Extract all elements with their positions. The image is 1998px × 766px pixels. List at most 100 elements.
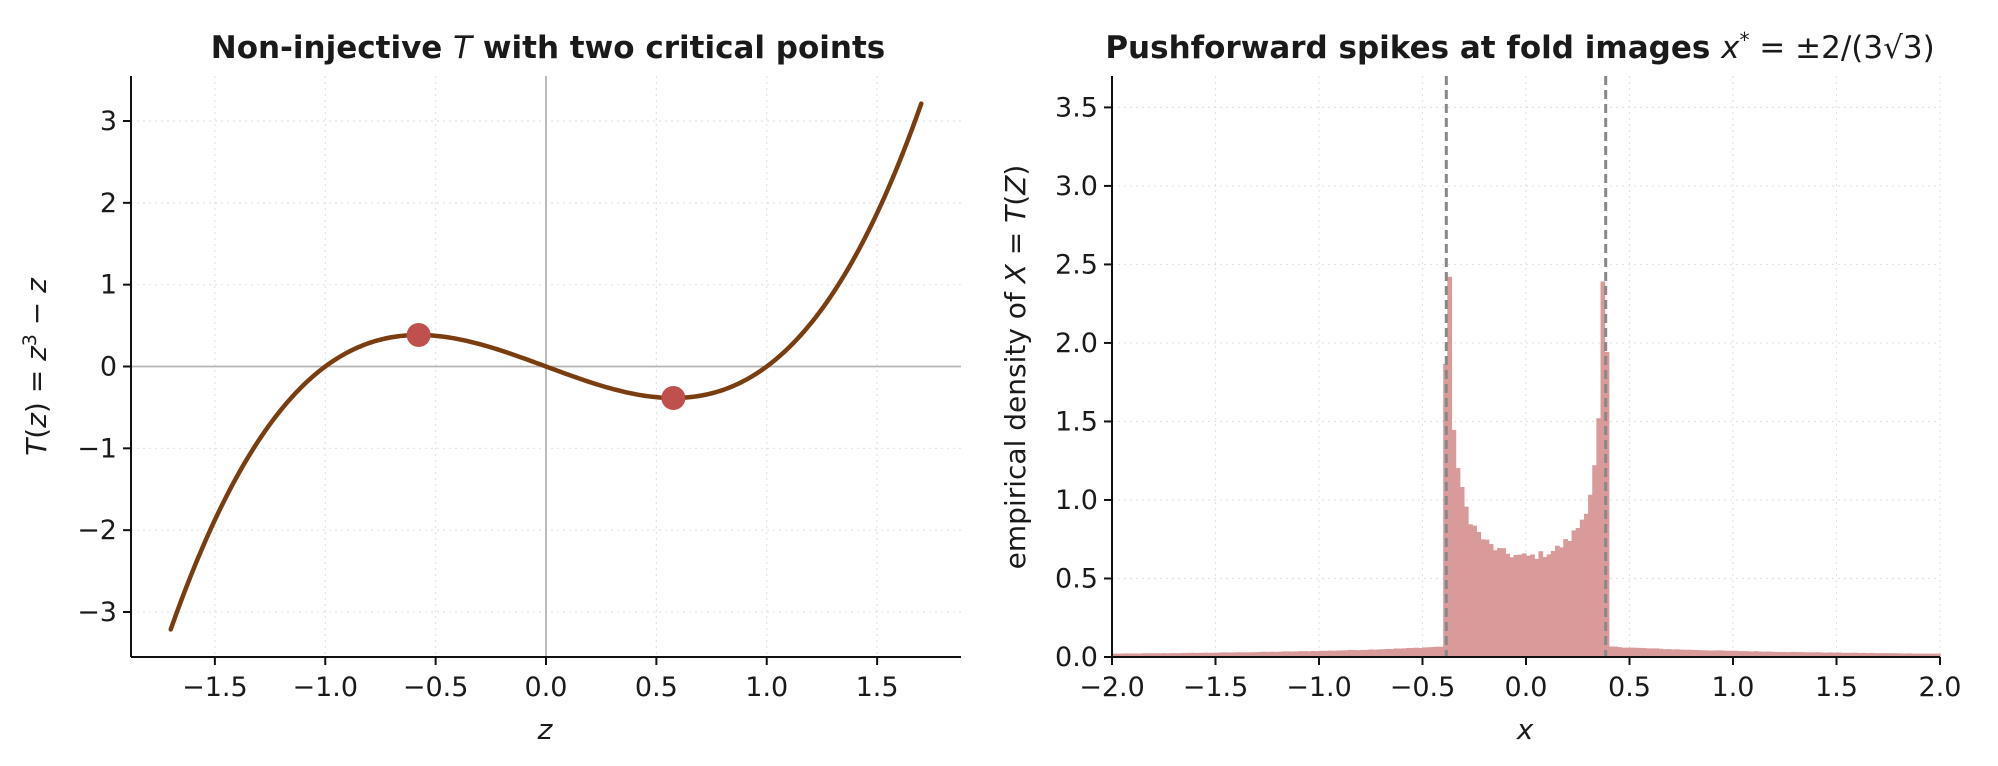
histogram-bar <box>1824 652 1829 657</box>
histogram-bar <box>1401 648 1407 657</box>
histogram-bar <box>1360 649 1366 657</box>
histogram-bar <box>1803 652 1809 657</box>
left-x-tick-label: 1.0 <box>745 672 788 703</box>
left-x-tick-label: 0.5 <box>635 672 678 703</box>
histogram-bar <box>1203 652 1208 657</box>
histogram-bar <box>1646 648 1651 657</box>
right-chart-title: Pushforward spikes at fold images x* = ±… <box>1105 28 1934 66</box>
histogram-bar <box>1356 650 1361 657</box>
histogram-bar <box>1128 653 1134 657</box>
histogram-bar <box>1857 652 1862 657</box>
histogram-bar <box>1658 648 1664 657</box>
left-x-tick-label: 0.0 <box>525 672 568 703</box>
histogram-bar <box>1915 653 1920 657</box>
histogram-bar <box>1157 653 1163 657</box>
histogram-bar <box>1178 653 1183 657</box>
histogram-bar <box>1468 524 1473 657</box>
histogram-bar <box>1501 548 1506 657</box>
histogram-bar <box>1418 648 1424 657</box>
histogram-bar <box>1190 652 1196 657</box>
histogram-bar <box>1923 653 1929 657</box>
histogram-bar <box>1571 530 1577 657</box>
left-chart-panel: −1.5 −1.0 −0.5 0.0 0.5 1.0 1.5 −3 −2 −1 0 1 2 3 Non-… <box>19 30 961 746</box>
histogram-bar <box>1298 651 1304 657</box>
left-y-tick-label: −2 <box>77 515 117 546</box>
histogram-bar <box>1770 651 1775 657</box>
histogram-bar <box>1364 649 1370 657</box>
right-y-tick-label: 1.0 <box>1055 485 1098 516</box>
histogram-bar <box>1492 550 1498 657</box>
histogram-bar <box>1799 652 1804 657</box>
histogram-bar <box>1650 648 1655 657</box>
left-y-axis-label: T(z) = z3 − z <box>19 277 53 456</box>
histogram-bar <box>1786 652 1792 657</box>
histogram-bar <box>1741 651 1747 657</box>
left-chart-title: Non-injective T with two critical points <box>211 30 886 66</box>
left-x-tick-label: −0.5 <box>403 672 469 703</box>
histogram-bar <box>1517 554 1523 657</box>
right-y-tick-label: 1.5 <box>1055 406 1098 437</box>
histogram-bar <box>1927 653 1933 657</box>
right-y-ticks: 0.0 0.5 1.0 1.5 2.0 2.5 3.0 3.5 <box>1055 92 1112 673</box>
histogram-bar <box>1906 653 1912 657</box>
histogram-bar <box>1832 652 1838 657</box>
histogram-bar <box>1724 650 1730 657</box>
histogram-bar <box>1169 653 1175 657</box>
histogram-bar <box>1675 649 1680 657</box>
right-y-tick-label: 2.5 <box>1055 249 1098 280</box>
histogram-bar <box>1662 649 1668 657</box>
left-x-tick-label: −1.5 <box>182 672 248 703</box>
histogram-bar <box>1629 647 1635 657</box>
histogram-bar <box>1836 652 1842 657</box>
histogram-bar <box>1447 276 1453 657</box>
histogram-bar <box>1679 649 1684 657</box>
histogram-bar <box>1790 651 1796 657</box>
histogram-bar <box>1182 652 1188 657</box>
histogram-bar <box>1314 651 1320 657</box>
histogram-bar <box>1248 652 1254 657</box>
histogram-bar <box>1567 540 1573 657</box>
histogram-bar <box>1894 653 1900 657</box>
right-x-tick-label: 0.5 <box>1608 672 1651 703</box>
histogram-bar <box>1530 554 1535 657</box>
histogram-bar <box>1393 648 1399 657</box>
fold-image-lines <box>1444 76 1608 657</box>
histogram-bar <box>1608 646 1614 657</box>
histogram-bar <box>1617 647 1622 657</box>
histogram-bar <box>1737 651 1742 657</box>
histogram-bar <box>1331 650 1337 657</box>
histogram-bar <box>1149 653 1154 657</box>
right-x-tick-label: −0.5 <box>1390 672 1456 703</box>
histogram-bar <box>1583 513 1589 657</box>
histogram-bar <box>1687 649 1693 657</box>
histogram-bar <box>1153 653 1159 657</box>
histogram-bar <box>1811 652 1817 657</box>
histogram-bar <box>1261 651 1266 657</box>
histogram-bar <box>1890 653 1896 657</box>
histogram-bar <box>1285 651 1291 657</box>
histogram-bar <box>1865 653 1871 657</box>
histogram-bar <box>1381 649 1386 657</box>
histogram-bar <box>1828 652 1833 657</box>
histogram-bar <box>1397 648 1403 657</box>
histogram-bar <box>1368 649 1374 657</box>
left-y-tick-label: 2 <box>100 188 117 219</box>
histogram-bar <box>1451 429 1457 657</box>
histogram-bar <box>1124 653 1130 657</box>
right-y-tick-label: 0.5 <box>1055 563 1098 594</box>
histogram-bar <box>1505 553 1511 657</box>
histogram-bar <box>1873 653 1879 657</box>
histogram-bar <box>1174 653 1179 657</box>
left-y-tick-label: 1 <box>100 270 117 301</box>
critical-point-marker <box>661 386 686 411</box>
right-x-tick-label: 1.0 <box>1712 672 1755 703</box>
right-chart-panel: −2.0 −1.5 −1.0 −0.5 0.0 0.5 1.0 1.5 2.0 0.0 0.5 1.… <box>999 28 1961 746</box>
right-y-tick-label: 2.0 <box>1055 328 1098 359</box>
histogram-bar <box>1385 649 1390 657</box>
histogram-bar <box>1281 651 1287 657</box>
histogram-bar <box>1339 650 1345 657</box>
histogram-bar <box>1186 652 1192 657</box>
histogram-bar <box>1654 648 1660 657</box>
histogram-bar <box>1430 647 1436 657</box>
histogram-bar <box>1526 555 1531 657</box>
